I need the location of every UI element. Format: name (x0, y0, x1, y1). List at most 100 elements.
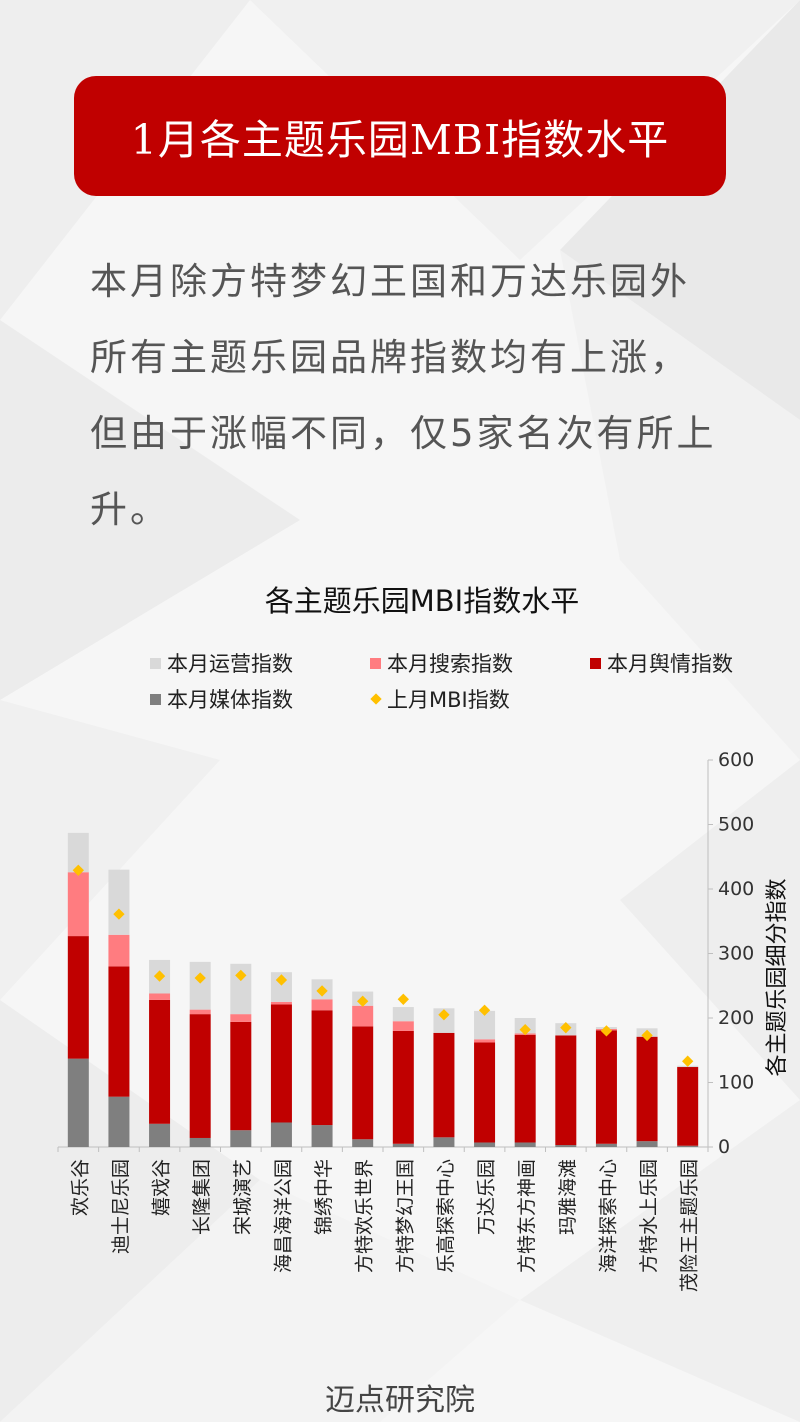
page-title: 1月各主题乐园MBI指数水平 (130, 116, 670, 164)
bar-segment-search (474, 1039, 496, 1043)
bar-segment-sentiment (230, 1021, 252, 1131)
last-month-marker (438, 1009, 450, 1021)
bar-segment-sentiment (514, 1034, 536, 1143)
bar-segment-media (108, 1096, 130, 1147)
bar-segment-search (392, 1021, 414, 1031)
bar-segment-media (230, 1130, 252, 1147)
bar-segment-media (595, 1143, 617, 1147)
intro-paragraph: 本月除方特梦幻王国和万达乐园外 所有主题乐园品牌指数均有上涨， 但由于涨幅不同，… (90, 244, 750, 548)
y-tick-label: 400 (718, 878, 754, 900)
legend-item-operation: 本月运营指数 (150, 648, 293, 678)
legend-label: 本月舆情指数 (607, 652, 733, 676)
bar-segment-search (67, 872, 89, 937)
bar-segment-media (474, 1142, 496, 1147)
bar-segment-search (352, 1005, 374, 1027)
bar-segment-media (636, 1141, 658, 1147)
x-tick-label: 乐高探索中心 (435, 1159, 457, 1273)
y-tick-label: 300 (718, 943, 754, 965)
bar-segment-sentiment (392, 1030, 414, 1144)
bar-segment-operation (474, 1010, 496, 1040)
bar-segment-media (677, 1145, 699, 1147)
legend-label: 本月运营指数 (167, 652, 293, 676)
bar-segment-media (189, 1137, 211, 1147)
legend-label: 本月搜索指数 (387, 652, 513, 676)
bar-segment-media (433, 1137, 455, 1147)
legend-label: 本月媒体指数 (167, 688, 293, 712)
last-month-marker (316, 985, 328, 997)
last-month-marker (682, 1055, 694, 1067)
legend-item-media: 本月媒体指数 (150, 684, 293, 714)
x-tick-label: 万达乐园 (476, 1159, 498, 1235)
bar-segment-sentiment (677, 1067, 699, 1146)
x-tick-label: 玛雅海滩 (557, 1159, 579, 1235)
bar-segment-media (149, 1123, 171, 1147)
bar-segment-sentiment (270, 1004, 292, 1123)
bar-segment-search (311, 999, 333, 1011)
bar-segment-operation (230, 963, 252, 1015)
x-tick-label: 方特欢乐世界 (354, 1159, 376, 1273)
bar-segment-search (189, 1009, 211, 1015)
bar-segment-media (555, 1145, 577, 1147)
last-month-marker (560, 1022, 572, 1034)
bar-segment-sentiment (555, 1035, 577, 1146)
bar-segment-operation (67, 832, 89, 873)
bar-segment-sentiment (189, 1014, 211, 1138)
y-tick-label: 100 (718, 1072, 754, 1094)
title-banner: 1月各主题乐园MBI指数水平 (74, 76, 726, 196)
bar-segment-operation (392, 1007, 414, 1022)
stacked-bar-chart: 0 100 200 300 400 500 600 各主题乐园细分指数欢乐谷 迪士尼乐园 嬉戏谷长… (57, 749, 790, 1292)
legend-item-search: 本月搜索指数 (370, 648, 513, 678)
legend-swatch-search (370, 657, 381, 669)
legend-item-last-month: 上月MBI指数 (370, 684, 510, 714)
x-tick-label: 迪士尼乐园 (110, 1159, 132, 1254)
legend-swatch-media (150, 693, 161, 705)
bar-segment-operation (189, 961, 211, 1010)
legend-swatch-operation (150, 657, 161, 669)
last-month-marker (478, 1004, 491, 1016)
last-month-marker (397, 993, 409, 1005)
x-tick-label: 海洋探索中心 (597, 1159, 619, 1273)
bar-segment-media (514, 1142, 536, 1147)
legend-swatch-sentiment (590, 657, 601, 669)
bar-segment-sentiment (433, 1032, 455, 1138)
y-tick-label: 500 (718, 814, 754, 836)
bar-segment-media (270, 1122, 292, 1147)
last-month-marker (275, 974, 288, 986)
bar-segment-sentiment (595, 1030, 617, 1144)
chart-title: 各主题乐园MBI指数水平 (264, 584, 580, 618)
x-tick-label: 宋城演艺 (232, 1159, 254, 1235)
bar-segment-media (67, 1058, 89, 1147)
bar-segment-sentiment (67, 936, 89, 1059)
bar-segment-sentiment (352, 1026, 374, 1140)
legend-diamond-last-month (370, 693, 382, 705)
bar-segment-sentiment (636, 1036, 658, 1142)
bar-segment-search (108, 934, 130, 967)
bar-segment-media (352, 1139, 374, 1147)
bar-segment-sentiment (474, 1042, 496, 1143)
x-tick-label: 方特梦幻王国 (394, 1159, 416, 1273)
bar-segment-sentiment (149, 999, 171, 1124)
bar-segment-sentiment (311, 1010, 333, 1126)
bar-segment-media (311, 1125, 333, 1147)
x-tick-label: 欢乐谷 (69, 1159, 91, 1216)
legend-label: 上月MBI指数 (387, 688, 510, 712)
y-tick-label: 0 (718, 1136, 730, 1158)
y-tick-label: 600 (718, 749, 754, 771)
y-axis-title: 各主题乐园细分指数 (765, 878, 790, 1076)
bar-segment-search (149, 993, 171, 1000)
bar-segment-operation (108, 869, 130, 935)
bar-segment-search (270, 1001, 292, 1005)
x-tick-label: 锦绣中华 (313, 1159, 335, 1235)
last-month-marker (519, 1023, 531, 1036)
bar-segment-sentiment (108, 966, 130, 1097)
intro-line: 升。 (90, 488, 170, 531)
footer-source: 迈点研究院 (325, 1383, 475, 1418)
x-tick-label: 方特东方神画 (516, 1159, 538, 1273)
x-tick-label: 茂险王主题乐园 (679, 1159, 701, 1292)
bar-segment-search (230, 1014, 252, 1022)
chart-legend: 本月运营指数 本月搜索指数 本月舆情指数 本月媒体指数 上月MBI指数 (0, 640, 800, 720)
legend-item-sentiment: 本月舆情指数 (590, 648, 733, 678)
intro-line: 所有主题乐园品牌指数均有上涨， (90, 336, 690, 379)
y-tick-label: 200 (718, 1007, 754, 1029)
